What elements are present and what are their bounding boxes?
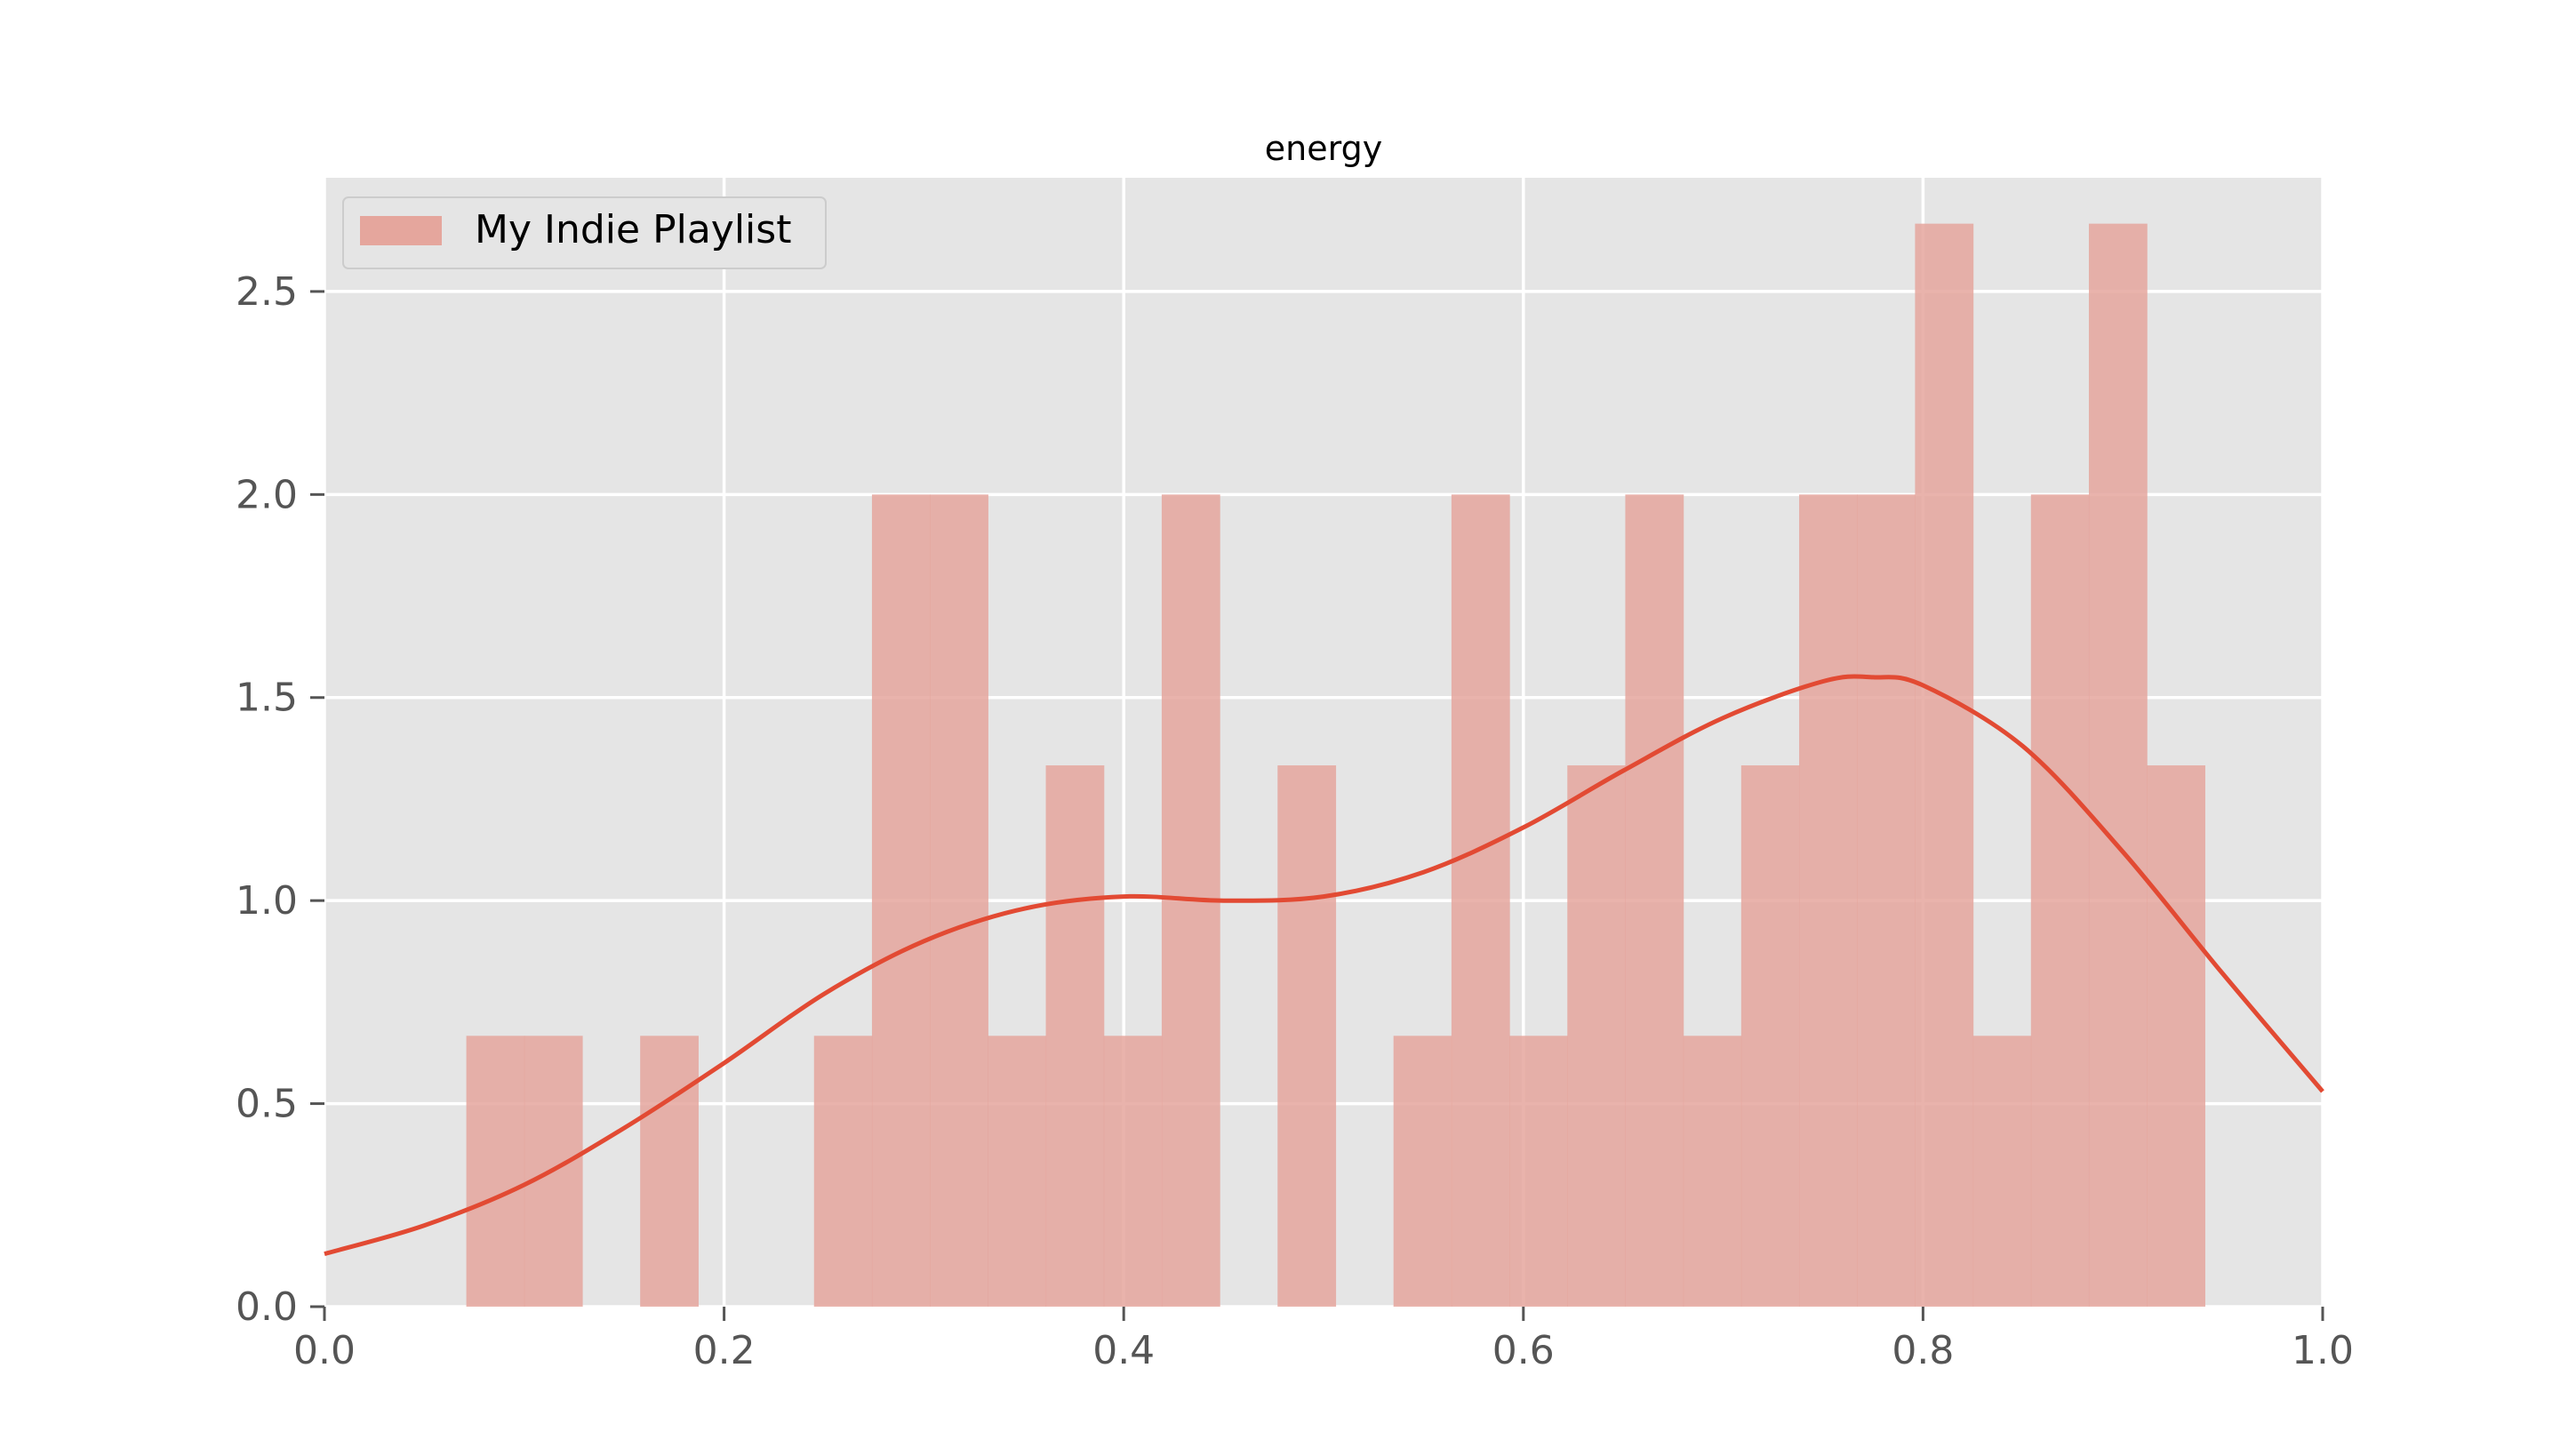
x-tick-label: 1.0 <box>2292 1328 2354 1373</box>
histogram-bar <box>1972 1036 2032 1307</box>
histogram-bar <box>813 1036 873 1307</box>
histogram-bar <box>1567 765 1627 1307</box>
histogram-bar <box>1857 494 1916 1307</box>
histogram-bar <box>2147 765 2205 1307</box>
x-tick-label: 0.0 <box>293 1328 356 1373</box>
histogram-bars <box>466 223 2205 1307</box>
y-tick-label: 0.0 <box>236 1284 298 1330</box>
histogram-bar <box>1915 223 1974 1307</box>
histogram-bar <box>1509 1036 1568 1307</box>
kde-curve-layer <box>324 674 2324 1257</box>
axes-layer: 0.0 0.2 0.4 0.6 0.8 1.0 0.0 0.5 1.0 1.5 2.0 2.5 <box>236 269 2354 1373</box>
legend: My Indie Playlist <box>342 196 827 269</box>
histogram-bar <box>1625 494 1684 1307</box>
kde-curve <box>324 674 2324 1257</box>
x-tick-label: 0.2 <box>693 1328 756 1373</box>
histogram-bar <box>1393 1036 1452 1307</box>
legend-swatch <box>360 216 442 245</box>
y-tick-label: 0.5 <box>236 1082 298 1127</box>
chart-title: energy <box>1265 129 1382 168</box>
histogram-bar <box>930 494 988 1307</box>
legend-label: My Indie Playlist <box>475 207 791 252</box>
y-tick-label: 2.0 <box>236 472 298 517</box>
histogram-bar <box>640 1036 699 1307</box>
histogram-bar <box>466 1036 525 1307</box>
histogram-bar <box>1683 1036 1742 1307</box>
histogram-bar <box>1103 1036 1163 1307</box>
legend-box <box>342 196 827 269</box>
x-tick-label: 0.8 <box>1892 1328 1954 1373</box>
histogram-bar <box>2088 223 2148 1307</box>
x-tick-label: 0.6 <box>1492 1328 1555 1373</box>
y-tick-label: 2.5 <box>236 269 298 315</box>
histogram-bar <box>2030 494 2090 1307</box>
histogram-bar <box>871 494 931 1307</box>
y-tick-label: 1.5 <box>236 676 298 721</box>
x-tick-label: 0.4 <box>1092 1328 1155 1373</box>
histogram-bar <box>988 1036 1047 1307</box>
histogram-bar <box>1740 765 1800 1307</box>
histogram-bar <box>1451 494 1510 1307</box>
histogram-bar <box>1045 765 1105 1307</box>
histogram-bar <box>1277 765 1337 1307</box>
histogram-bar <box>1799 494 1858 1307</box>
y-tick-label: 1.0 <box>236 878 298 924</box>
